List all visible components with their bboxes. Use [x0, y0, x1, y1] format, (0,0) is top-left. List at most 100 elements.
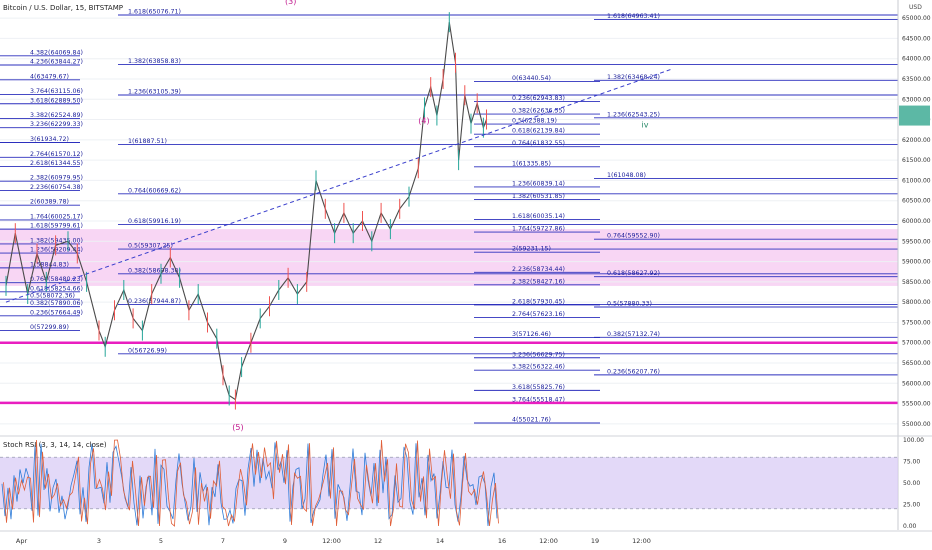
wave-label: (5) [232, 423, 243, 432]
trend-line [5, 68, 673, 303]
fib-upper-mid-label: 1.382(63858.83) [128, 58, 181, 65]
fib-left-label: 3.618(62889.50) [30, 97, 83, 104]
price-series [5, 12, 488, 410]
time-tick-label: 12:00 [322, 537, 341, 545]
price-tick-label: 58000.00 [902, 299, 931, 306]
fib-left-label: 2(60389.78) [30, 199, 69, 206]
fib-mid-label: 1.382(60531.85) [512, 193, 565, 200]
time-tick-label: Apr [16, 537, 28, 545]
time-tick-label: 12:00 [632, 537, 651, 545]
price-tick-label: 63500.00 [902, 76, 931, 83]
fib-left-label: 2.618(61344.55) [30, 160, 83, 167]
osc-tick-label: 100.00 [903, 437, 924, 444]
fib-mid-label: 0.618(62139.84) [512, 128, 565, 135]
fibonacci-levels: 4.382(64069.84) 4.236(63844.27) 4(63479.67… [0, 9, 898, 424]
time-tick-label: 14 [436, 537, 444, 545]
price-tick-label: 56000.00 [902, 380, 931, 387]
fib-right-label: 1.618(64963.41) [607, 13, 660, 20]
fib-left-label: 1.764(60025.17) [30, 213, 83, 220]
osc-tick-label: 0.00 [903, 523, 917, 530]
fib-mid-label: 1.236(60839.14) [512, 180, 565, 187]
trendline [5, 68, 673, 303]
fib-mid-label: 2.236(58734.44) [512, 266, 565, 273]
time-tick-label: 19 [591, 537, 599, 545]
fib-mid-label: 3(57126.46) [512, 331, 551, 338]
price-tick-label: 57500.00 [902, 319, 931, 326]
currency-label: USD [909, 4, 922, 11]
time-tick-label: 9 [283, 537, 287, 545]
fib-upper-mid-label: 0.236(57944.87) [128, 298, 181, 305]
time-axis: Apr 3 5 7 9 12:00 12 14 16 12:00 19 12:00 [0, 530, 932, 545]
time-tick-label: 5 [159, 537, 163, 545]
stoch-rsi-panel: 100.00 75.00 50.00 25.00 0.00 [0, 435, 932, 530]
fib-left-label: 1(58844.83) [30, 261, 69, 268]
fib-mid-label: 1.764(59727.86) [512, 226, 565, 233]
fib-mid-label: 0(63440.54) [512, 75, 551, 82]
osc-tick-label: 75.00 [903, 459, 920, 466]
fib-right-label: 0.618(58627.92) [607, 270, 660, 277]
fib-left-label: 4.382(64069.84) [30, 49, 83, 56]
price-axis: 55000.00 55500.00 56000.00 56500.00 57000.00… [897, 0, 932, 550]
fib-right-label: 0.764(59552.90) [607, 233, 660, 240]
time-tick-label: 3 [97, 537, 101, 545]
time-tick-label: 16 [498, 537, 506, 545]
chart-title: Bitcoin / U.S. Dollar, 15, BITSTAMP [3, 4, 123, 12]
price-tick-label: 62000.00 [902, 137, 931, 144]
fib-upper-mid-label: 1.618(65076.71) [128, 9, 181, 16]
fib-left-label: 2.236(60754.38) [30, 184, 83, 191]
fib-left-label: 1.236(59209.44) [30, 247, 83, 254]
time-tick-label: 7 [221, 537, 225, 545]
fib-left-label: 0.764(58480.23) [30, 276, 83, 283]
wave-label: (4) [418, 117, 429, 126]
fib-left-label: 0.618(58254.66) [30, 285, 83, 292]
fib-mid-label: 3.382(56322.46) [512, 364, 565, 371]
fib-left-label: 0.382(57890.06) [30, 300, 83, 307]
fib-upper-mid-label: 0.618(59916.19) [128, 218, 181, 225]
fib-mid-label: 2.382(58427.16) [512, 278, 565, 285]
price-tick-label: 58500.00 [902, 279, 931, 286]
price-tick-label: 56500.00 [902, 360, 931, 367]
fib-right-label: 1.236(62543.25) [607, 111, 660, 118]
fib-left-label: 1.382(59435.00) [30, 237, 83, 244]
wave-label: iv [642, 121, 649, 130]
fib-left-label: 0(57299.89) [30, 324, 69, 331]
wave-labels: (4) iv (5) (3) [232, 0, 648, 432]
fib-right-label: 0.5(57880.33) [607, 301, 652, 308]
fib-upper-mid-label: 0(56726.99) [128, 347, 167, 354]
time-tick-label: 12 [374, 537, 382, 545]
fib-mid-label: 3.236(56629.75) [512, 351, 565, 358]
fib-mid-label: 2.764(57623.16) [512, 311, 565, 318]
price-tick-label: 61000.00 [902, 177, 931, 184]
fib-mid-label: 2(59231.15) [512, 246, 551, 253]
price-tick-label: 55000.00 [902, 421, 931, 428]
price-tick-label: 60500.00 [902, 198, 931, 205]
price-tick-label: 59000.00 [902, 259, 931, 266]
fib-right-label: 0.382(57132.74) [607, 331, 660, 338]
price-tick-label: 55500.00 [902, 401, 931, 408]
price-tick-label: 57000.00 [902, 340, 931, 347]
osc-tick-label: 50.00 [903, 480, 920, 487]
wave-label: (3) [285, 0, 296, 6]
fib-mid-label: 3.764(55518.47) [512, 396, 565, 403]
fib-right-label: 1.382(63468.24) [607, 74, 660, 81]
fib-left-label: 2.764(61570.12) [30, 151, 83, 158]
fib-left-label: 4.236(63844.27) [30, 59, 83, 66]
fib-left-label: 0.5(58072.36) [30, 293, 75, 300]
oscillator-title: Stoch RSI (3, 3, 14, 14, close) [3, 441, 107, 449]
price-grid [0, 17, 898, 425]
fib-upper-mid-label: 1(61887.51) [128, 138, 167, 145]
stoch-k-line [1, 442, 498, 527]
fib-left-label: 1.618(59799.61) [30, 223, 83, 230]
fib-upper-mid-label: 0.764(60669.62) [128, 187, 181, 194]
price-tick-label: 60000.00 [902, 218, 931, 225]
price-tick-label: 64000.00 [902, 56, 931, 63]
fib-mid-label: 3.618(55825.76) [512, 384, 565, 391]
fib-mid-label: 0.382(62636.55) [512, 108, 565, 115]
last-price-badge [899, 105, 930, 126]
fib-left-label: 3.236(62299.33) [30, 121, 83, 128]
fib-upper-mid-label: 0.382(58698.30) [128, 267, 181, 274]
price-line [5, 22, 488, 401]
fib-mid-label: 1.618(60035.14) [512, 213, 565, 220]
fib-upper-mid-label: 0.5(59307.25) [128, 243, 173, 250]
